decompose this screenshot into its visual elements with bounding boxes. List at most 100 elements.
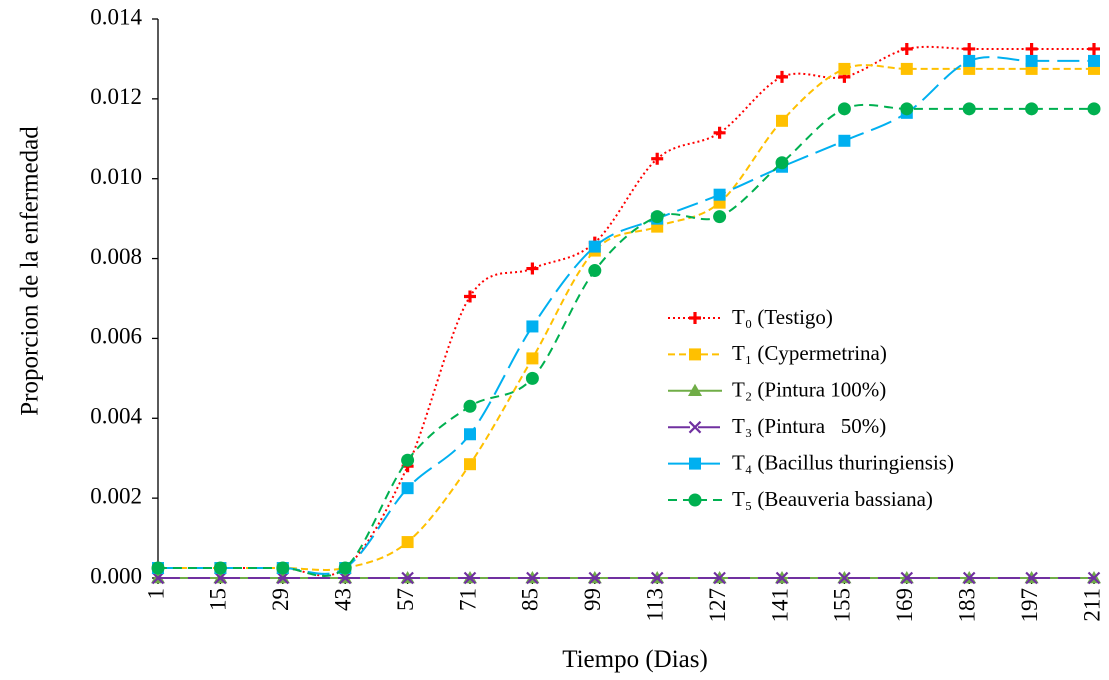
x-tick-label: 71	[455, 588, 480, 611]
x-marker	[900, 571, 914, 585]
x-marker	[650, 571, 664, 585]
y-tick-label: 0.014	[90, 4, 142, 29]
legend-label: T₀ (Testigo)	[732, 305, 833, 329]
square-marker	[1088, 54, 1100, 67]
legend: T₀ (Testigo) T₁ (Cypermetrina) T₂ (Pintura…	[668, 305, 954, 511]
y-tick-label: 0.006	[90, 324, 142, 349]
x-tick-label: 85	[518, 588, 543, 611]
legend-label: T₅ (Beauveria bassiana)	[732, 487, 933, 511]
circle-marker	[775, 156, 789, 170]
legend-item: T₃ (Pintura 50%)	[668, 414, 886, 438]
x-tick-label: 183	[954, 588, 979, 623]
square-marker	[401, 536, 414, 549]
x-tick-label: 127	[705, 588, 730, 623]
square-marker	[689, 348, 701, 361]
circle-marker	[151, 561, 165, 575]
legend-item: T₁ (Cypermetrina)	[668, 341, 887, 365]
square-marker	[1025, 54, 1038, 67]
y-tick-label: 0.010	[90, 164, 142, 189]
y-axis-title-group: Proporcion de la enfermedad	[17, 126, 44, 416]
series-0	[152, 42, 1100, 577]
x-axis-title: Tiempo (Dias)	[562, 646, 708, 673]
legend-item: T₅ (Beauveria bassiana)	[668, 487, 933, 511]
plus-marker	[900, 42, 913, 55]
x-marker	[401, 571, 414, 585]
x-marker	[151, 571, 165, 585]
square-marker	[401, 482, 414, 495]
x-marker	[526, 571, 539, 585]
plus-marker	[1088, 42, 1100, 55]
x-tick-label: 29	[268, 588, 293, 611]
axes: 0.000 0.002 0.004 0.006 0.008 0.010 0.012 0.014…	[90, 4, 1104, 622]
legend-item: T₄ (Bacillus thuringiensis)	[668, 450, 954, 474]
x-marker	[276, 571, 290, 585]
y-tick-label: 0.004	[90, 404, 142, 429]
plus-marker	[1025, 42, 1038, 55]
plus-marker	[838, 70, 851, 83]
square-marker	[838, 62, 851, 75]
series-layer	[151, 42, 1101, 585]
circle-marker	[688, 493, 702, 507]
circle-marker	[463, 399, 477, 413]
circle-marker	[837, 102, 851, 116]
x-tick-label: 99	[580, 588, 605, 611]
legend-label: T₁ (Cypermetrina)	[732, 341, 887, 365]
circle-marker	[525, 371, 539, 385]
x-tick-label: 15	[206, 588, 231, 611]
square-marker	[838, 134, 851, 147]
x-marker	[463, 571, 477, 585]
circle-marker	[962, 102, 976, 116]
square-marker	[713, 188, 726, 201]
square-marker	[526, 352, 539, 365]
plus-marker	[713, 126, 726, 139]
series-line	[157, 64, 1094, 571]
series-line	[157, 45, 1094, 577]
series-4	[152, 54, 1100, 575]
series-3	[151, 571, 1101, 585]
y-axis-title: Proporcion de la enfermedad	[17, 126, 44, 416]
x-marker	[588, 571, 602, 585]
plus-marker	[776, 70, 789, 83]
legend-item: T₂ (Pintura 100%)	[668, 378, 886, 402]
x-marker	[214, 571, 227, 585]
x-tick-label: 141	[767, 588, 792, 623]
square-marker	[588, 240, 601, 253]
plus-marker	[689, 312, 702, 324]
y-tick-label: 0.000	[90, 563, 142, 588]
x-marker	[775, 571, 789, 585]
x-tick-label: 43	[330, 588, 355, 611]
x-marker	[1087, 571, 1101, 585]
legend-item: T₀ (Testigo)	[668, 305, 833, 329]
y-tick-label: 0.012	[90, 84, 142, 109]
x-marker	[962, 571, 976, 585]
y-tick-label: 0.002	[90, 483, 142, 508]
series-5	[151, 102, 1101, 578]
square-marker	[900, 62, 913, 75]
square-marker	[464, 428, 476, 441]
x-marker	[838, 571, 851, 585]
square-marker	[776, 114, 788, 127]
circle-marker	[713, 210, 727, 224]
triangle-marker	[688, 383, 702, 397]
circle-marker	[276, 561, 290, 575]
circle-marker	[1025, 102, 1039, 116]
x-tick-label: 197	[1017, 588, 1042, 623]
legend-label: T₄ (Bacillus thuringiensis)	[732, 450, 954, 474]
x-tick-label: 155	[830, 588, 855, 623]
plus-marker	[526, 262, 539, 275]
legend-label: T₃ (Pintura 50%)	[732, 414, 886, 438]
x-tick-label: 113	[642, 588, 667, 622]
circle-marker	[213, 561, 227, 575]
x-tick-label: 57	[393, 588, 418, 611]
circle-marker	[650, 210, 664, 224]
x-marker	[338, 571, 352, 585]
legend-label: T₂ (Pintura 100%)	[732, 378, 886, 402]
circle-marker	[338, 561, 352, 575]
series-line	[157, 56, 1094, 575]
series-1	[152, 62, 1100, 575]
square-marker	[689, 457, 701, 470]
square-marker	[526, 320, 539, 333]
square-marker	[464, 458, 476, 471]
plus-marker	[963, 42, 976, 55]
